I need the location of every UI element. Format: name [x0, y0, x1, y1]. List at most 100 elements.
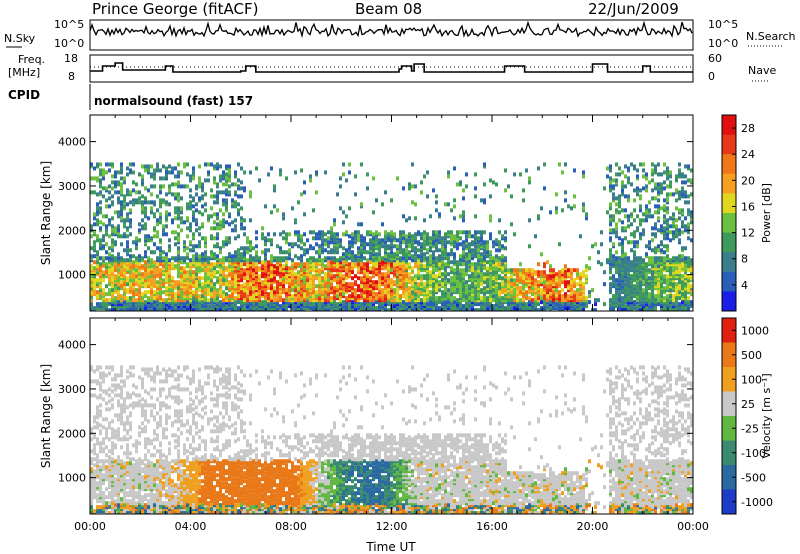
- power-cell: [408, 186, 411, 191]
- power-cell: [234, 182, 237, 187]
- power-cell: [231, 274, 234, 279]
- power-cell: [324, 242, 327, 247]
- power-cell: [216, 232, 219, 237]
- power-cell: [126, 188, 129, 193]
- power-cell: [225, 220, 228, 225]
- power-cell: [150, 274, 153, 279]
- power-cell: [372, 286, 375, 291]
- power-cell: [417, 254, 420, 259]
- power-cell: [174, 284, 177, 289]
- power-cell: [366, 242, 369, 247]
- power-cell: [618, 210, 621, 215]
- power-cell: [129, 200, 132, 205]
- power-cell: [243, 246, 246, 251]
- power-cell: [120, 294, 123, 299]
- power-cell: [612, 258, 615, 263]
- power-cell: [528, 218, 531, 223]
- power-cell: [111, 298, 114, 303]
- power-cell: [216, 194, 219, 199]
- power-cell: [93, 260, 96, 265]
- power-cell: [420, 190, 423, 195]
- power-cell: [222, 174, 225, 179]
- power-cell: [423, 174, 426, 179]
- power-cell: [270, 290, 273, 295]
- power-cell: [312, 256, 315, 261]
- power-cell: [99, 272, 102, 277]
- power-cell: [294, 170, 297, 175]
- power-cell: [537, 308, 540, 311]
- power-cell: [453, 252, 456, 257]
- power-cell: [309, 174, 312, 179]
- power-cell: [162, 184, 165, 189]
- power-cell: [537, 280, 540, 285]
- power-cell: [639, 280, 642, 285]
- power-cell: [339, 284, 342, 289]
- power-cell: [531, 272, 534, 277]
- power-cell: [567, 268, 570, 273]
- power-cell: [156, 194, 159, 199]
- power-cell: [519, 298, 522, 303]
- power-cell: [240, 194, 243, 199]
- power-cell: [132, 170, 135, 175]
- power-cell: [96, 290, 99, 295]
- power-cell: [366, 272, 369, 277]
- power-cell: [615, 162, 618, 167]
- power-cell: [573, 194, 576, 199]
- power-cell: [150, 258, 153, 263]
- power-cell: [315, 290, 318, 295]
- power-cell: [612, 294, 615, 299]
- power-cell: [417, 294, 420, 299]
- power-cell: [180, 260, 183, 265]
- power-cell: [186, 274, 189, 279]
- power-cell: [384, 244, 387, 249]
- power-cell: [297, 230, 300, 235]
- power-cell: [471, 262, 474, 267]
- power-cell: [288, 266, 291, 271]
- power-cell: [609, 298, 612, 303]
- power-cell: [99, 178, 102, 183]
- power-cell: [537, 296, 540, 301]
- power-cell: [501, 262, 504, 267]
- power-cell: [141, 194, 144, 199]
- power-cell: [540, 206, 543, 211]
- power-cell: [174, 216, 177, 221]
- power-cell: [243, 272, 246, 277]
- power-cell: [255, 268, 258, 273]
- power-cell: [243, 226, 246, 231]
- power-cell: [177, 170, 180, 175]
- power-cell: [123, 288, 126, 293]
- power-cell: [189, 258, 192, 263]
- power-cell: [330, 286, 333, 291]
- power-cell: [483, 198, 486, 203]
- power-cell: [387, 232, 390, 237]
- power-cell: [309, 274, 312, 279]
- power-cell: [594, 308, 597, 311]
- power-cell: [291, 242, 294, 247]
- power-cell: [399, 294, 402, 299]
- power-cell: [261, 300, 264, 305]
- power-cell: [111, 216, 114, 221]
- power-cell: [159, 268, 162, 273]
- power-cell: [234, 300, 237, 305]
- power-cell: [177, 206, 180, 211]
- power-cell: [225, 292, 228, 297]
- power-cell: [447, 174, 450, 179]
- power-cell: [192, 166, 195, 171]
- power-cell: [621, 226, 624, 231]
- power-cell: [198, 294, 201, 299]
- power-cell: [573, 294, 576, 299]
- power-cell: [543, 262, 546, 267]
- power-cell: [375, 234, 378, 239]
- power-cell: [198, 196, 201, 201]
- power-cell: [183, 248, 186, 253]
- power-cell: [513, 232, 516, 237]
- power-cell: [444, 240, 447, 245]
- power-cell: [459, 214, 462, 219]
- power-cell: [516, 272, 519, 277]
- power-cell: [393, 236, 396, 241]
- power-cell: [378, 264, 381, 269]
- power-cell: [180, 216, 183, 221]
- power-cell: [315, 276, 318, 281]
- power-cell: [363, 236, 366, 241]
- power-cell: [96, 202, 99, 207]
